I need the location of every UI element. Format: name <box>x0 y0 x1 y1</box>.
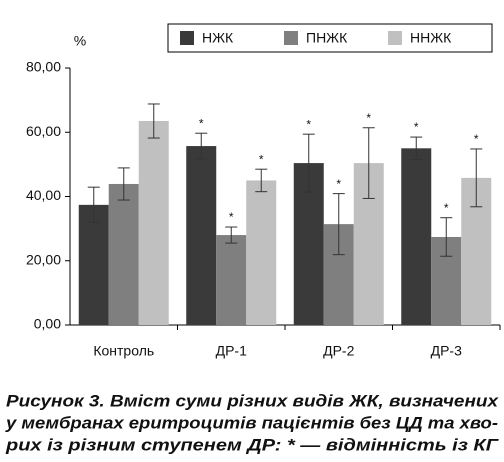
bar <box>186 146 217 325</box>
bar <box>78 204 109 325</box>
caption-line: рих із різним ступенем ДР: * — відмінніс… <box>5 435 500 454</box>
y-tick-label: 40,00 <box>26 187 61 203</box>
y-unit: % <box>74 33 86 49</box>
y-tick-label: 80,00 <box>26 59 61 75</box>
significance-mark: * <box>414 120 419 134</box>
bar <box>246 180 277 325</box>
legend-swatch <box>180 31 194 45</box>
significance-mark: * <box>336 177 341 191</box>
y-tick-label: 0,00 <box>34 316 61 332</box>
x-tick-label: ДР-2 <box>323 343 354 359</box>
bar <box>138 121 169 325</box>
significance-mark: * <box>366 111 371 125</box>
legend-label: ННЖК <box>410 30 452 46</box>
significance-mark: * <box>199 116 204 130</box>
significance-mark: * <box>444 201 449 215</box>
y-tick-label: 20,00 <box>26 251 61 267</box>
significance-mark: * <box>306 117 311 131</box>
x-tick-label: Контроль <box>93 343 154 359</box>
legend-label: ПНЖК <box>306 30 348 46</box>
x-tick-label: ДР-1 <box>216 343 247 359</box>
legend-swatch <box>284 31 298 45</box>
legend-swatch <box>388 31 402 45</box>
significance-mark: * <box>259 152 264 166</box>
x-tick-label: ДР-3 <box>431 343 462 359</box>
bar <box>401 148 432 325</box>
significance-mark: * <box>229 210 234 224</box>
legend-label: НЖК <box>202 30 234 46</box>
y-tick-label: 60,00 <box>26 123 61 139</box>
caption-line: Рисунок 3. Вміст суми різних видів ЖК, в… <box>6 391 500 410</box>
legend-box <box>167 23 493 53</box>
bar <box>108 183 139 325</box>
caption-line: у мембранах еритроцитів пацієнтів без ЦД… <box>5 413 498 432</box>
bar <box>216 235 247 325</box>
significance-mark: * <box>474 132 479 146</box>
